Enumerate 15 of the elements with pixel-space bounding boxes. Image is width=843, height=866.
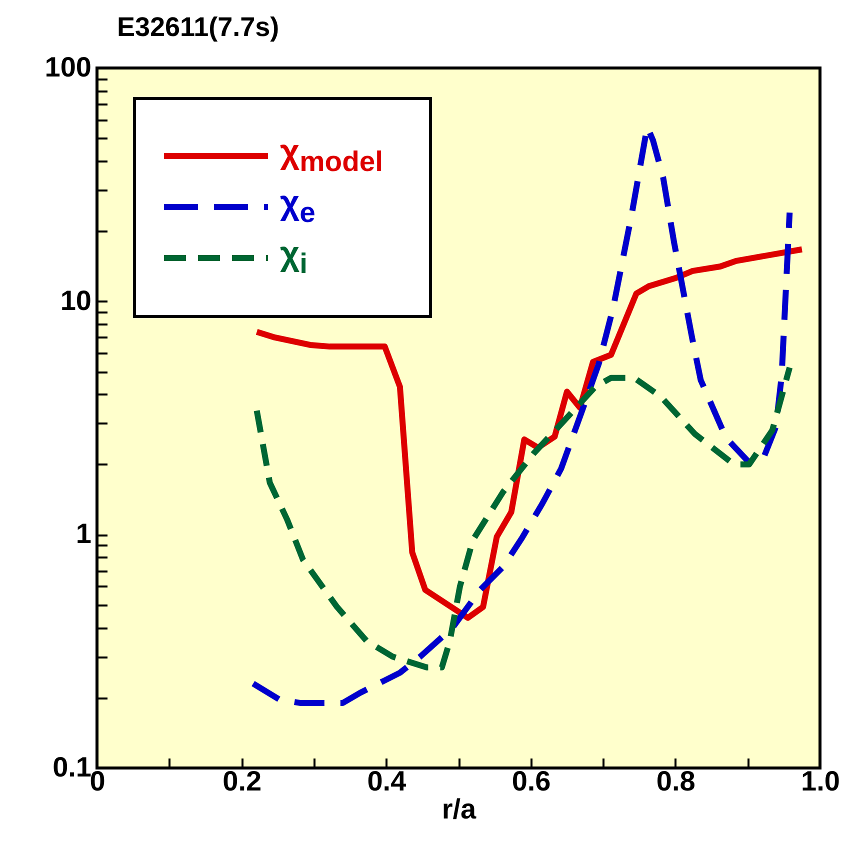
y-tick-label: 100 (44, 52, 92, 82)
legend-label: χ$_{model}$ (280, 133, 383, 179)
chart-title: E32611(7.7s) (117, 12, 280, 42)
x-tick-label: 0.8 (656, 766, 696, 796)
x-tick-label: 1.0 (801, 766, 840, 796)
x-tick-label: 0.6 (512, 766, 551, 796)
y-tick-label: 0.1 (52, 752, 92, 782)
x-tick-label: 0 (90, 766, 106, 796)
y-tick-label: 10 (60, 284, 92, 316)
x-tick-label: 0.4 (367, 766, 407, 796)
legend-label: χ$_{i}$ (280, 235, 308, 281)
y-tick-label: 1 (76, 518, 92, 550)
legend-label: χ$_{e}$ (280, 184, 316, 230)
x-tick-label: 0.2 (222, 766, 262, 796)
x-axis-title: r/a (442, 794, 477, 824)
